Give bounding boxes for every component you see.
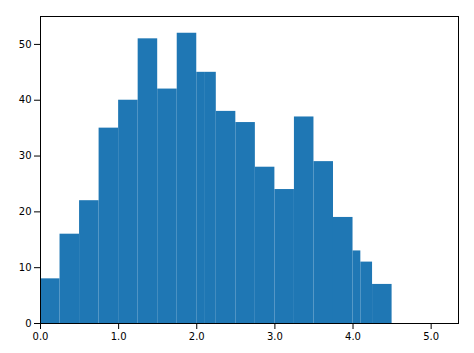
svg-text:10: 10 <box>19 262 32 273</box>
svg-text:0: 0 <box>25 318 31 329</box>
svg-text:50: 50 <box>19 39 32 50</box>
svg-text:0.0: 0.0 <box>33 331 49 342</box>
svg-text:30: 30 <box>19 150 32 161</box>
svg-text:20: 20 <box>19 206 32 217</box>
svg-text:1.0: 1.0 <box>111 331 127 342</box>
svg-text:5.0: 5.0 <box>423 331 439 342</box>
svg-text:2.0: 2.0 <box>189 331 205 342</box>
svg-text:4.0: 4.0 <box>345 331 361 342</box>
svg-text:40: 40 <box>19 94 32 105</box>
svg-text:3.0: 3.0 <box>267 331 283 342</box>
